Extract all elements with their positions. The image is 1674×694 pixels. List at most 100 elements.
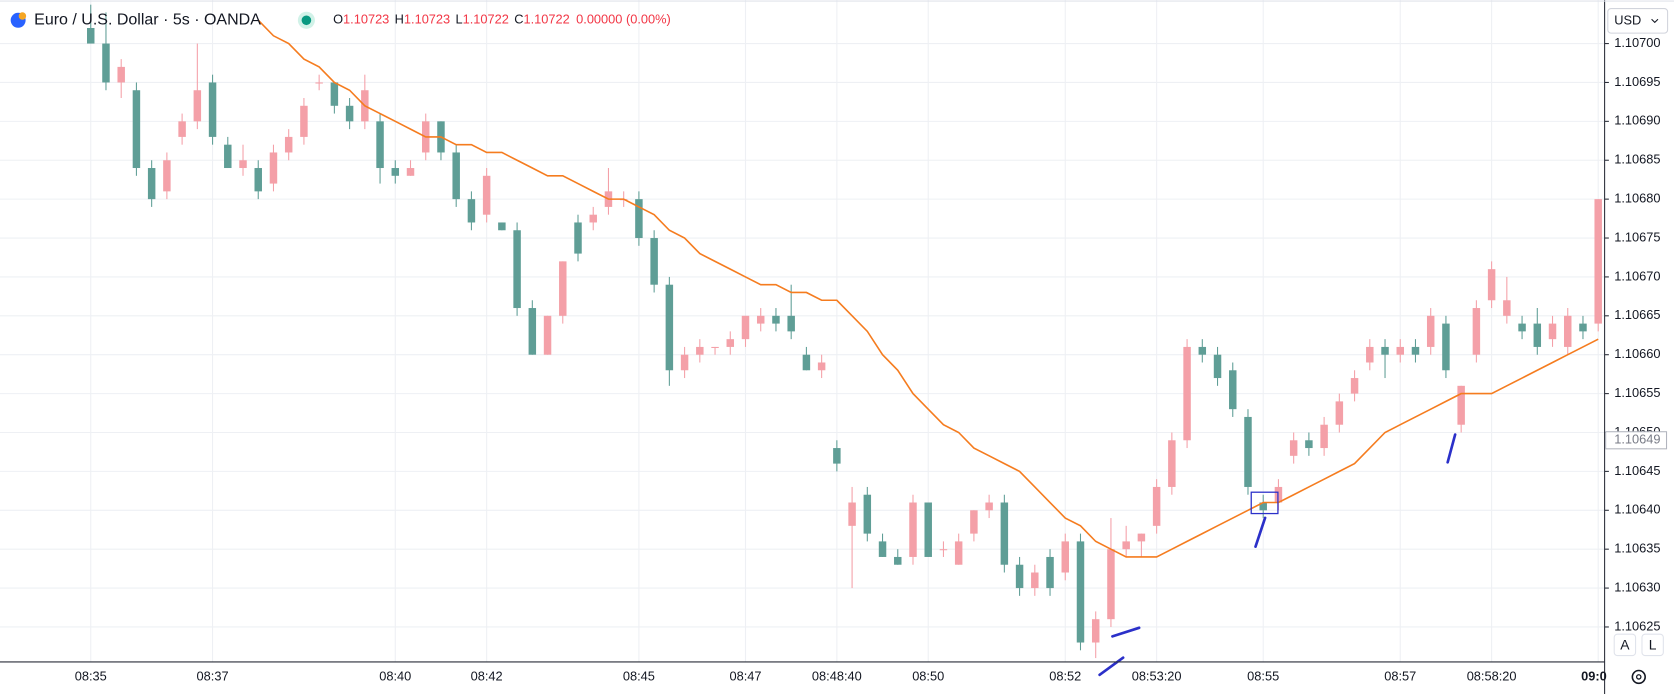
ohlc-label: H bbox=[395, 12, 404, 27]
settings-icon bbox=[1635, 674, 1642, 680]
candle-body bbox=[1518, 323, 1526, 332]
candle-body bbox=[1046, 556, 1054, 589]
candle-body bbox=[924, 502, 932, 557]
log-scale-button[interactable] bbox=[1641, 633, 1664, 657]
candle-body bbox=[1137, 533, 1146, 542]
candle-body bbox=[833, 448, 841, 464]
x-tick-label: 09:0 bbox=[1581, 668, 1607, 683]
candle-body bbox=[1198, 346, 1207, 355]
ohlc-label: C bbox=[514, 12, 523, 27]
candle-body bbox=[1305, 440, 1313, 449]
candle-body bbox=[1229, 370, 1237, 410]
candle-body bbox=[87, 28, 95, 44]
candle-body bbox=[696, 346, 704, 355]
y-tick-label: 1.10685 bbox=[1614, 152, 1660, 167]
x-tick-label: 08:40 bbox=[379, 668, 411, 683]
y-tick-label: 1.10635 bbox=[1614, 541, 1660, 556]
candle-body bbox=[1335, 401, 1344, 425]
y-tick-label: 1.10680 bbox=[1614, 191, 1660, 206]
candle-body bbox=[817, 362, 826, 371]
candle-body bbox=[239, 160, 247, 169]
candle-body bbox=[1426, 315, 1435, 347]
candle-body bbox=[1015, 564, 1024, 589]
candle-body bbox=[1152, 486, 1161, 526]
candle-body bbox=[635, 199, 643, 239]
candle-body bbox=[650, 238, 658, 285]
candle-body bbox=[909, 502, 917, 557]
candle-body bbox=[1107, 549, 1115, 620]
candle-body bbox=[1396, 346, 1404, 355]
candle-body bbox=[345, 105, 354, 122]
candle-body bbox=[1594, 199, 1602, 324]
candle-body bbox=[269, 152, 278, 184]
currency-button[interactable] bbox=[1607, 8, 1669, 34]
candle-body bbox=[193, 90, 202, 122]
candle-body bbox=[254, 168, 262, 192]
x-tick-label: 08:45 bbox=[623, 668, 655, 683]
candle-body bbox=[1442, 323, 1450, 371]
candle-body bbox=[178, 121, 186, 137]
candle-body bbox=[1000, 502, 1009, 565]
candle-body bbox=[513, 230, 521, 309]
candle-body bbox=[467, 199, 476, 223]
trend-line bbox=[1446, 433, 1457, 464]
ohlc-value: 1.10722 bbox=[523, 12, 569, 27]
candle-body bbox=[1564, 315, 1572, 347]
candle-body bbox=[1366, 346, 1374, 363]
candle-body bbox=[1244, 416, 1252, 487]
candle-body bbox=[726, 339, 735, 347]
ohlc-values: O1.10723 H1.10723 L1.10722 C1.10722 0.00000 … bbox=[333, 12, 671, 27]
candle-body bbox=[878, 541, 887, 557]
candle-body bbox=[102, 43, 110, 83]
candle-body bbox=[482, 175, 491, 215]
candle-body bbox=[985, 502, 993, 511]
market-status-dot bbox=[301, 15, 312, 26]
candle-body bbox=[1457, 385, 1465, 425]
last-price-label: 1.10649 bbox=[1614, 432, 1660, 447]
candle-body bbox=[1487, 269, 1496, 301]
auto-scale-button[interactable] bbox=[1613, 633, 1637, 657]
x-tick-label: 08:37 bbox=[197, 668, 229, 683]
candle-body bbox=[1548, 323, 1557, 340]
y-tick-label: 1.10695 bbox=[1614, 74, 1660, 89]
currency-label: USD bbox=[1614, 13, 1641, 28]
y-tick-label: 1.10640 bbox=[1614, 502, 1660, 517]
y-tick-label: 1.10665 bbox=[1614, 307, 1660, 322]
candle-body bbox=[376, 121, 384, 169]
candle-body bbox=[330, 82, 339, 106]
x-tick-label: 08:53:20 bbox=[1132, 668, 1182, 683]
candle-body bbox=[208, 82, 217, 137]
trend-line bbox=[1254, 516, 1267, 548]
candle-body bbox=[1320, 424, 1328, 449]
x-tick-label: 08:35 bbox=[75, 668, 107, 683]
candle-body bbox=[741, 315, 750, 340]
candle-body bbox=[1472, 308, 1481, 355]
y-tick-label: 1.10630 bbox=[1614, 579, 1660, 594]
last-price-box bbox=[1605, 431, 1668, 450]
candle-body bbox=[954, 541, 963, 565]
ohlc-label: O bbox=[333, 12, 343, 27]
currency-select[interactable]: USD bbox=[1607, 8, 1669, 34]
candle-body bbox=[894, 556, 902, 565]
candle-body bbox=[970, 510, 978, 534]
ohlc-value: 1.10722 bbox=[463, 12, 509, 27]
candle-body bbox=[589, 214, 597, 223]
candle-body bbox=[1213, 354, 1222, 379]
candle-body bbox=[391, 168, 400, 176]
candle-body bbox=[1168, 440, 1176, 487]
x-tick-label: 08:47 bbox=[729, 668, 761, 683]
time-axis: 08:35 08:37 08:40 08:42 08:45 08:47 08:48:40 08… bbox=[75, 668, 1607, 683]
y-tick-label: 1.10625 bbox=[1614, 618, 1660, 633]
x-tick-label: 08:50 bbox=[912, 668, 944, 683]
candle-body bbox=[680, 354, 689, 371]
price-axis: 1.10625 1.10630 1.10635 1.10640 1.10645 1.106… bbox=[1604, 35, 1668, 633]
candle-body bbox=[787, 315, 795, 332]
candle-body bbox=[300, 105, 308, 137]
candle-body bbox=[939, 549, 948, 551]
candle-body bbox=[1289, 440, 1298, 456]
x-tick-label: 08:57 bbox=[1384, 668, 1416, 683]
candle-body bbox=[1533, 323, 1542, 347]
settings-button[interactable] bbox=[1631, 669, 1646, 685]
